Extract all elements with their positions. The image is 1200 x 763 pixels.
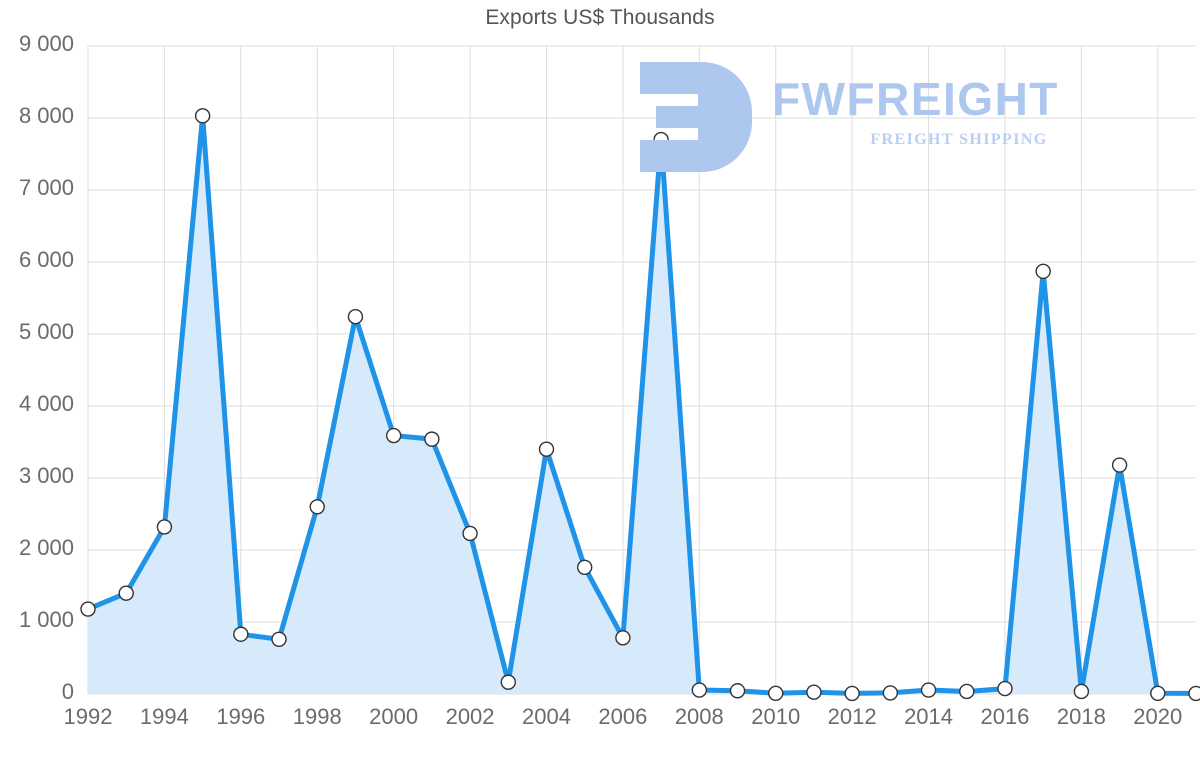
y-tick-label-1000: 1 000 — [18, 607, 74, 632]
data-point-1992[interactable] — [80, 601, 96, 617]
x-tick-label-2000: 2000 — [369, 704, 419, 729]
data-point-2019[interactable] — [1111, 457, 1128, 473]
data-point-2010[interactable] — [768, 685, 784, 701]
x-tick-label-2002: 2002 — [445, 704, 495, 729]
x-tick-label-2008: 2008 — [674, 704, 724, 729]
y-tick-label-5000: 5 000 — [18, 319, 74, 344]
data-point-2005[interactable] — [576, 559, 593, 575]
data-point-2012[interactable] — [844, 685, 860, 702]
x-tick-label-2014: 2014 — [904, 704, 954, 729]
y-tick-label-3000: 3 000 — [18, 463, 74, 488]
data-point-2007[interactable] — [653, 131, 669, 148]
x-tick-label-1998: 1998 — [292, 704, 342, 729]
y-tick-label-2000: 2 000 — [18, 535, 74, 560]
data-point-1996[interactable] — [233, 626, 249, 642]
chart-title: Exports US$ Thousands — [485, 6, 715, 29]
x-tick-label-2004: 2004 — [521, 704, 571, 729]
y-tick-label-6000: 6 000 — [18, 247, 74, 272]
x-tick-label-2006: 2006 — [598, 704, 648, 729]
x-tick-label-2010: 2010 — [751, 704, 801, 729]
x-tick-label-2020: 2020 — [1133, 704, 1183, 729]
data-point-2018[interactable] — [1073, 683, 1090, 700]
data-point-2014[interactable] — [920, 682, 937, 698]
data-point-2001[interactable] — [424, 431, 440, 447]
data-point-2004[interactable] — [538, 441, 555, 457]
data-point-2006[interactable] — [615, 630, 631, 646]
data-point-2011[interactable] — [806, 684, 822, 700]
x-tick-label-1992: 1992 — [63, 704, 113, 729]
x-gridlines — [87, 46, 1159, 694]
x-tick-label-1996: 1996 — [216, 704, 266, 729]
data-point-2003[interactable] — [500, 674, 516, 690]
y-tick-label-8000: 8 000 — [18, 103, 74, 128]
data-point-2008[interactable] — [691, 682, 708, 698]
data-point-2017[interactable] — [1035, 263, 1051, 280]
data-point-1997[interactable] — [271, 631, 287, 647]
data-point-1993[interactable] — [118, 585, 134, 601]
data-point-2021[interactable] — [1188, 685, 1200, 702]
data-point-2000[interactable] — [385, 427, 402, 444]
x-tick-label-2012: 2012 — [827, 704, 877, 729]
data-point-2013[interactable] — [882, 685, 899, 701]
y-tick-label-9000: 9 000 — [18, 31, 74, 56]
data-point-1994[interactable] — [156, 519, 173, 535]
data-point-2015[interactable] — [959, 683, 975, 700]
data-point-1995[interactable] — [194, 108, 211, 124]
x-tick-label-2016: 2016 — [980, 704, 1030, 729]
x-tick-label-2018: 2018 — [1056, 704, 1106, 729]
y-tick-label-4000: 4 000 — [18, 391, 74, 416]
data-point-2016[interactable] — [997, 680, 1013, 697]
x-tick-label-1994: 1994 — [139, 704, 189, 729]
data-point-2020[interactable] — [1150, 685, 1166, 701]
data-point-1998[interactable] — [309, 499, 325, 515]
data-point-1999[interactable] — [347, 309, 364, 325]
data-point-2002[interactable] — [462, 525, 478, 542]
y-tick-label-0: 0 — [61, 679, 74, 704]
data-point-2009[interactable] — [729, 683, 746, 699]
y-tick-label-7000: 7 000 — [18, 175, 74, 200]
